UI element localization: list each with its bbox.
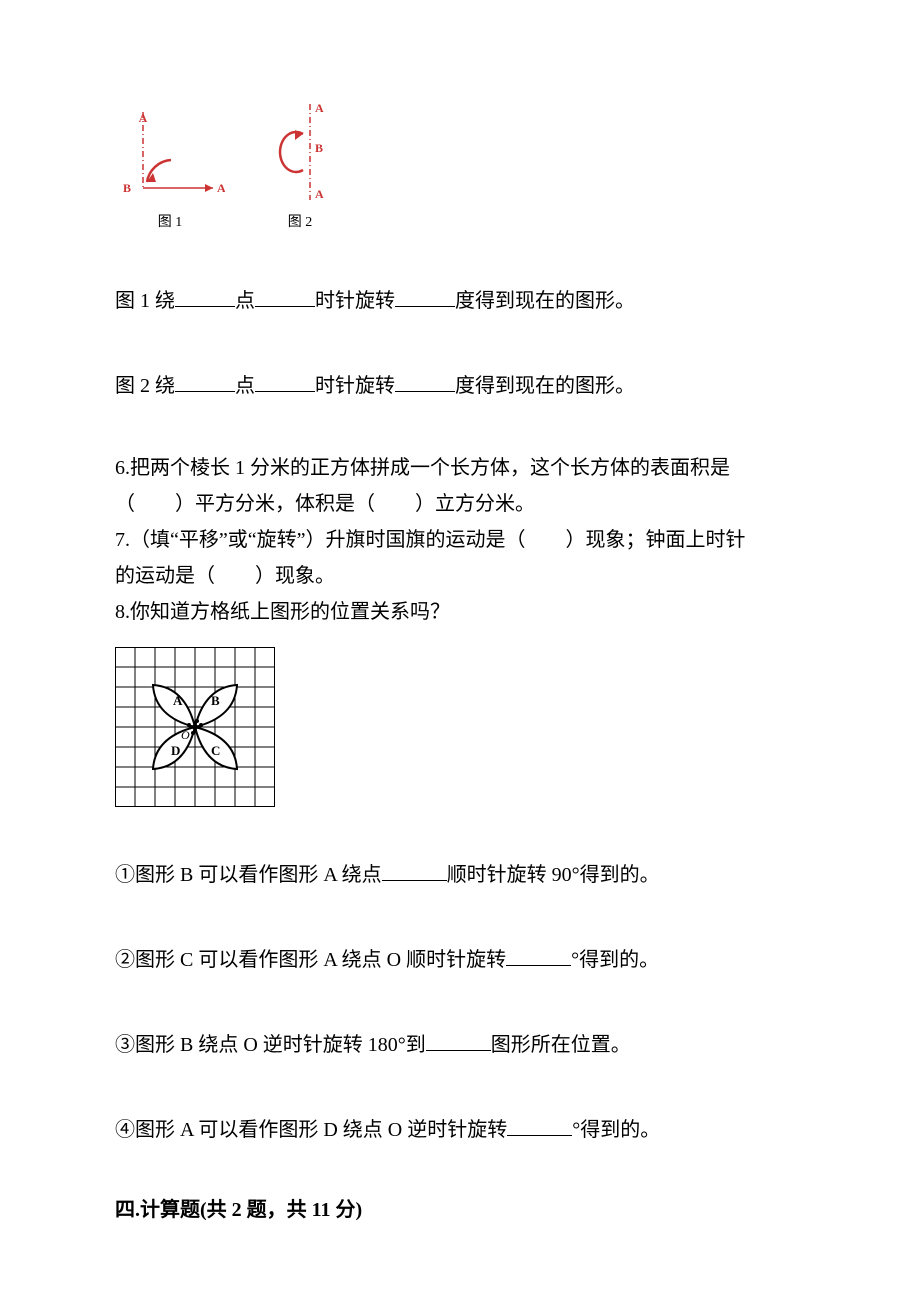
q8-sub2-a: ②图形 C 可以看作图形 A 绕点 O 顺时针旋转 (115, 949, 506, 971)
question-6-line2: （ ）平方分米，体积是（ ）立方分米。 (115, 489, 805, 519)
blank[interactable] (395, 368, 455, 392)
question-6-line1: 6.把两个棱长 1 分米的正方体拼成一个长方体，这个长方体的表面积是 (115, 453, 805, 483)
figure-2-caption: 图 2 (265, 212, 335, 233)
petal-label-O: O (181, 728, 190, 742)
q8-sub2: ②图形 C 可以看作图形 A 绕点 O 顺时针旋转 °得到的。 (115, 942, 805, 975)
page: A B A 图 1 A B A 图 2 图 1 绕点时针旋转度得到现在的图形 (0, 0, 920, 1291)
blank[interactable] (507, 1112, 572, 1136)
petal-label-C: C (211, 743, 220, 758)
petal-grid-svg: A B C D O (115, 647, 275, 807)
question-7-line1: 7.（填“平移”或“旋转”）升旗时国旗的运动是（ ）现象；钟面上时针 (115, 525, 805, 555)
q8-sub3: ③图形 B 绕点 O 逆时针旋转 180°到 图形所在位置。 (115, 1027, 805, 1060)
q8-sub2-b: °得到的。 (571, 949, 659, 971)
q8-sub3-b: 图形所在位置。 (491, 1034, 631, 1056)
fig2-label-A-top: A (315, 101, 324, 115)
blank[interactable] (395, 283, 455, 307)
blank[interactable] (426, 1027, 491, 1051)
blank[interactable] (255, 368, 315, 392)
q8-sub1: ①图形 B 可以看作图形 A 绕点 顺时针旋转 90°得到的。 (115, 857, 805, 890)
fig1-label-A-right: A (217, 181, 225, 195)
q-fig1-b: 点 (235, 290, 255, 312)
q8-sub1-b: 顺时针旋转 90°得到的。 (447, 864, 660, 886)
blank[interactable] (175, 368, 235, 392)
fig1-label-B: B (123, 181, 131, 195)
q-fig1-c: 时针旋转 (315, 290, 395, 312)
q-fig1-d: 度得到现在的图形。 (455, 290, 635, 312)
blank[interactable] (382, 857, 447, 881)
figure-1: A B A 图 1 (115, 110, 225, 233)
section-4-heading: 四.计算题(共 2 题，共 11 分) (115, 1195, 805, 1225)
figure-2: A B A 图 2 (265, 100, 335, 233)
q8-sub4: ④图形 A 可以看作图形 D 绕点 O 逆时针旋转 °得到的。 (115, 1112, 805, 1145)
q-figure-1: 图 1 绕 点 时针旋转 度得到现在的图形。 (115, 283, 805, 316)
question-8: 8.你知道方格纸上图形的位置关系吗？ (115, 597, 805, 627)
q-figure-2: 图 2 绕 点 时针旋转 度得到现在的图形。 (115, 368, 805, 401)
q-fig2-d: 度得到现在的图形。 (455, 375, 635, 397)
q-fig1-a: 图 1 绕 (115, 290, 175, 312)
petal-grid-figure: A B C D O (115, 647, 805, 807)
fig1-label-A-top: A (139, 111, 148, 125)
q8-sub3-a: ③图形 B 绕点 O 逆时针旋转 180°到 (115, 1034, 426, 1056)
q-fig2-c: 时针旋转 (315, 375, 395, 397)
q-fig2-b: 点 (235, 375, 255, 397)
blank[interactable] (506, 942, 571, 966)
blank[interactable] (255, 283, 315, 307)
q8-sub4-a: ④图形 A 可以看作图形 D 绕点 O 逆时针旋转 (115, 1119, 507, 1141)
petal-label-A: A (173, 693, 183, 708)
figures-row: A B A 图 1 A B A 图 2 (115, 100, 805, 233)
q-fig2-a: 图 2 绕 (115, 375, 175, 397)
fig2-label-A-bottom: A (315, 187, 324, 201)
question-7-line2: 的运动是（ ）现象。 (115, 561, 805, 591)
blank[interactable] (175, 283, 235, 307)
figure-1-svg: A B A (115, 110, 225, 210)
q8-sub4-b: °得到的。 (572, 1119, 660, 1141)
fig2-label-B: B (315, 141, 323, 155)
q8-sub1-a: ①图形 B 可以看作图形 A 绕点 (115, 864, 382, 886)
figure-2-svg: A B A (265, 100, 335, 210)
figure-1-caption: 图 1 (115, 212, 225, 233)
petal-label-B: B (211, 693, 220, 708)
petal-label-D: D (171, 743, 180, 758)
